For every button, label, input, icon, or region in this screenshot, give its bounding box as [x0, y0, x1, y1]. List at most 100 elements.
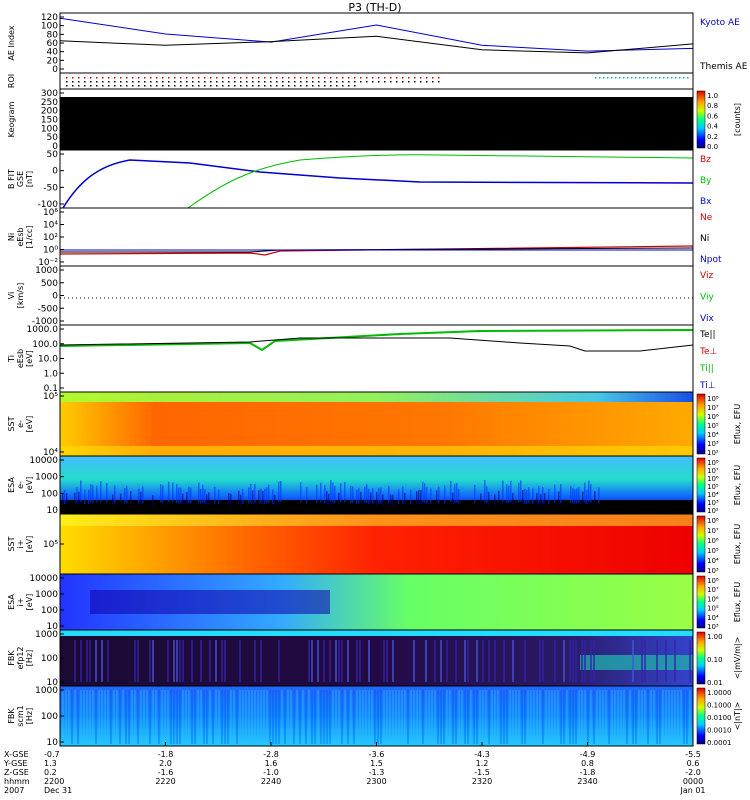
footer-value: -1.3 — [369, 768, 385, 777]
fbk-b-streak — [602, 690, 604, 744]
footer-value: -1.6 — [158, 768, 174, 777]
roi-dot — [180, 81, 182, 83]
fbk-e-streak — [260, 640, 262, 682]
fbk-b-streak — [650, 690, 652, 744]
esa-e-noise — [594, 490, 596, 505]
fbk-b-streak — [104, 690, 106, 744]
ytick-label-sst_i: 10⁵ — [43, 540, 58, 550]
footer-value: 1.2 — [476, 759, 489, 768]
fbk-e-streak — [308, 640, 310, 682]
roi-dot — [354, 77, 356, 79]
esa-e-noise — [506, 484, 508, 503]
roi-dot — [414, 81, 416, 83]
roi-dot — [198, 77, 200, 79]
fbk-b-streak — [437, 690, 439, 744]
esa-e-noise — [266, 487, 268, 504]
colorbar-tick-sst_e: 10⁸ — [707, 395, 719, 403]
fbk-b-streak — [596, 690, 598, 744]
esa-e-noise — [424, 483, 426, 503]
ytick-label-ae: 100 — [41, 22, 58, 32]
roi-dot — [228, 81, 230, 83]
esa-e-noise — [350, 485, 352, 504]
colorbar-tick-sst_i: 10⁷ — [707, 527, 719, 535]
fbk-b-streak — [404, 690, 406, 744]
fbk-b-streak — [548, 690, 550, 744]
fbk-b-streak — [593, 690, 595, 744]
legend-velocity: Vix — [700, 314, 714, 324]
roi-dot — [384, 81, 386, 83]
ylabel-bfield: [nT] — [25, 171, 34, 187]
roi-dot — [120, 77, 122, 79]
fbk-b-streak — [653, 690, 655, 744]
roi-dot — [300, 85, 302, 87]
fbk-b-streak — [191, 690, 193, 744]
ylabel-sst_e: [eV] — [25, 416, 34, 433]
esa-e-noise — [330, 480, 332, 503]
roi-dot — [342, 77, 344, 79]
roi-dot — [114, 77, 116, 79]
legend-temperature: Ti|| — [699, 364, 714, 374]
roi-dot — [102, 81, 104, 83]
esa-e-noise — [316, 484, 318, 503]
esa-e-noise — [458, 489, 460, 504]
esa-e-noise — [372, 488, 374, 504]
fbk-b-streak — [359, 690, 361, 744]
fbk-b-streak — [506, 690, 508, 744]
ylabel-esa_i: [eV] — [25, 594, 34, 611]
esa-e-noise — [426, 486, 428, 504]
legend-ae: Kyoto AE — [700, 18, 740, 28]
roi-dot — [330, 77, 332, 79]
fbk-e-streak — [134, 640, 136, 682]
esa-e-noise — [560, 484, 562, 503]
fbk-b-streak — [116, 690, 118, 744]
fbk-b-streak — [575, 690, 577, 744]
ytick-label-fbk_e: 1000 — [35, 630, 58, 640]
roi-dot — [258, 77, 260, 79]
esa-e-noise — [502, 480, 504, 503]
esa-e-noise — [242, 489, 244, 504]
fbk-e-streak — [542, 640, 544, 682]
fbk-e-streak — [152, 640, 154, 682]
fbk-b-streak — [326, 690, 328, 744]
esa-e-noise — [326, 491, 328, 505]
roi-dot — [294, 77, 296, 79]
fbk-b-streak — [224, 690, 226, 744]
colorbar-tick-fbk_b: 1.0000 — [707, 689, 732, 697]
fbk-streaks — [62, 480, 691, 744]
fbk-b-streak — [254, 690, 256, 744]
ylabel-fbk_e: FBK — [7, 650, 16, 666]
fbk-b-streak — [629, 690, 631, 744]
roi-dot — [66, 81, 68, 83]
ytick-label-esa_i: 100 — [41, 606, 58, 616]
fbk-e-streak — [665, 640, 667, 682]
roi-dot — [240, 77, 242, 79]
fbk-b-streak — [89, 690, 91, 744]
esa-e-noise — [418, 490, 420, 505]
esa-e-noise — [454, 483, 456, 503]
ytick-label-keogram: 50 — [47, 133, 59, 143]
roi-dot — [138, 77, 140, 79]
roi-dot — [348, 77, 350, 79]
colorbar-tick-fbk_b: 0.0001 — [707, 739, 732, 747]
footer-value: -4.3 — [474, 750, 490, 759]
fbk-b-streak — [395, 690, 397, 744]
colorbar-tick-keogram: 0.8 — [707, 102, 718, 110]
footer-rowlabel: Y-GSE — [3, 759, 27, 768]
ylabel-sst_i: i+ — [16, 540, 25, 549]
esa-e-noise — [114, 485, 116, 504]
ytick-label-temperature: 0.1 — [44, 384, 58, 394]
ylabel-keogram: Keogram — [7, 101, 16, 137]
roi-dot — [90, 85, 92, 87]
roi-dot — [144, 81, 146, 83]
esa-e-noise — [252, 490, 254, 505]
roi-dot — [252, 77, 254, 79]
fbk-b-streak — [632, 690, 634, 744]
fbk-b-streak — [680, 690, 682, 744]
fbk-b-streak — [146, 690, 148, 744]
colorbar-tick-keogram: 1.0 — [707, 92, 718, 100]
roi-dot — [270, 77, 272, 79]
fbk-b-streak — [422, 690, 424, 744]
esa-e-noise — [324, 485, 326, 504]
sst-electron-spectrogram — [60, 392, 693, 456]
roi-dot — [595, 77, 597, 79]
